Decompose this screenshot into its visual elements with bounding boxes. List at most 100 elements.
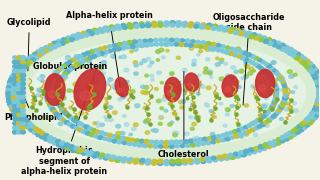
Circle shape [268,76,274,80]
Circle shape [230,136,234,139]
Circle shape [54,73,58,76]
Circle shape [292,133,297,136]
Circle shape [122,115,126,117]
Circle shape [168,123,172,126]
Circle shape [312,67,317,71]
Circle shape [77,104,80,107]
Circle shape [206,42,211,45]
Circle shape [294,127,300,131]
Circle shape [189,47,193,50]
Circle shape [283,87,287,90]
Circle shape [105,119,108,121]
Circle shape [99,131,104,135]
Circle shape [260,84,264,87]
Circle shape [264,111,267,114]
Ellipse shape [256,69,275,98]
Circle shape [287,70,292,74]
Circle shape [224,156,229,160]
Ellipse shape [115,77,128,97]
Circle shape [206,58,210,61]
Circle shape [98,28,102,31]
Circle shape [314,78,319,82]
Circle shape [280,136,285,139]
Circle shape [115,24,120,28]
Circle shape [99,73,102,75]
Circle shape [316,96,320,101]
Circle shape [52,45,57,49]
Circle shape [272,100,277,104]
Circle shape [169,95,174,98]
Circle shape [149,140,154,143]
Circle shape [206,23,212,28]
Circle shape [271,81,276,84]
Circle shape [164,109,168,112]
Circle shape [176,21,181,25]
Circle shape [15,107,20,111]
Circle shape [122,55,126,58]
Circle shape [310,118,315,122]
Circle shape [56,83,60,86]
Circle shape [134,24,139,28]
Circle shape [15,116,21,120]
Circle shape [228,153,233,157]
Circle shape [279,118,283,120]
Circle shape [52,41,57,46]
Circle shape [192,138,195,141]
Circle shape [162,56,165,59]
Circle shape [33,55,39,60]
Circle shape [194,117,198,120]
Circle shape [13,70,18,73]
Circle shape [297,124,303,129]
Circle shape [239,69,244,73]
Circle shape [66,36,71,40]
Circle shape [159,116,163,118]
Circle shape [196,53,200,56]
Circle shape [276,45,281,49]
Circle shape [237,86,241,88]
Circle shape [90,50,94,53]
Circle shape [133,123,138,127]
Circle shape [33,52,37,56]
Circle shape [269,107,273,110]
Circle shape [52,138,56,141]
Circle shape [250,128,255,132]
Circle shape [20,65,25,68]
Circle shape [17,122,21,125]
Circle shape [57,89,62,92]
Circle shape [65,70,70,74]
Circle shape [20,126,26,130]
Circle shape [142,59,147,63]
Circle shape [170,159,175,163]
Circle shape [122,55,126,58]
Circle shape [158,122,162,125]
Circle shape [265,111,270,114]
Circle shape [219,158,223,161]
Circle shape [105,82,110,86]
Circle shape [40,79,44,82]
Circle shape [150,74,154,77]
Circle shape [179,140,184,144]
Circle shape [7,83,12,87]
Circle shape [256,64,261,68]
Circle shape [225,113,229,116]
Circle shape [48,47,52,51]
Ellipse shape [222,75,238,97]
Circle shape [12,86,18,90]
Circle shape [116,47,121,51]
Circle shape [302,126,307,129]
Circle shape [184,88,188,92]
Circle shape [241,152,246,157]
Circle shape [74,147,79,150]
Circle shape [182,159,187,163]
Circle shape [190,143,196,147]
Circle shape [100,153,105,157]
Circle shape [61,145,67,149]
Circle shape [36,50,41,54]
Circle shape [62,64,66,68]
Circle shape [89,86,93,89]
Circle shape [45,115,49,118]
Circle shape [84,150,89,153]
Circle shape [17,73,22,76]
Circle shape [22,117,28,121]
Circle shape [205,104,209,107]
